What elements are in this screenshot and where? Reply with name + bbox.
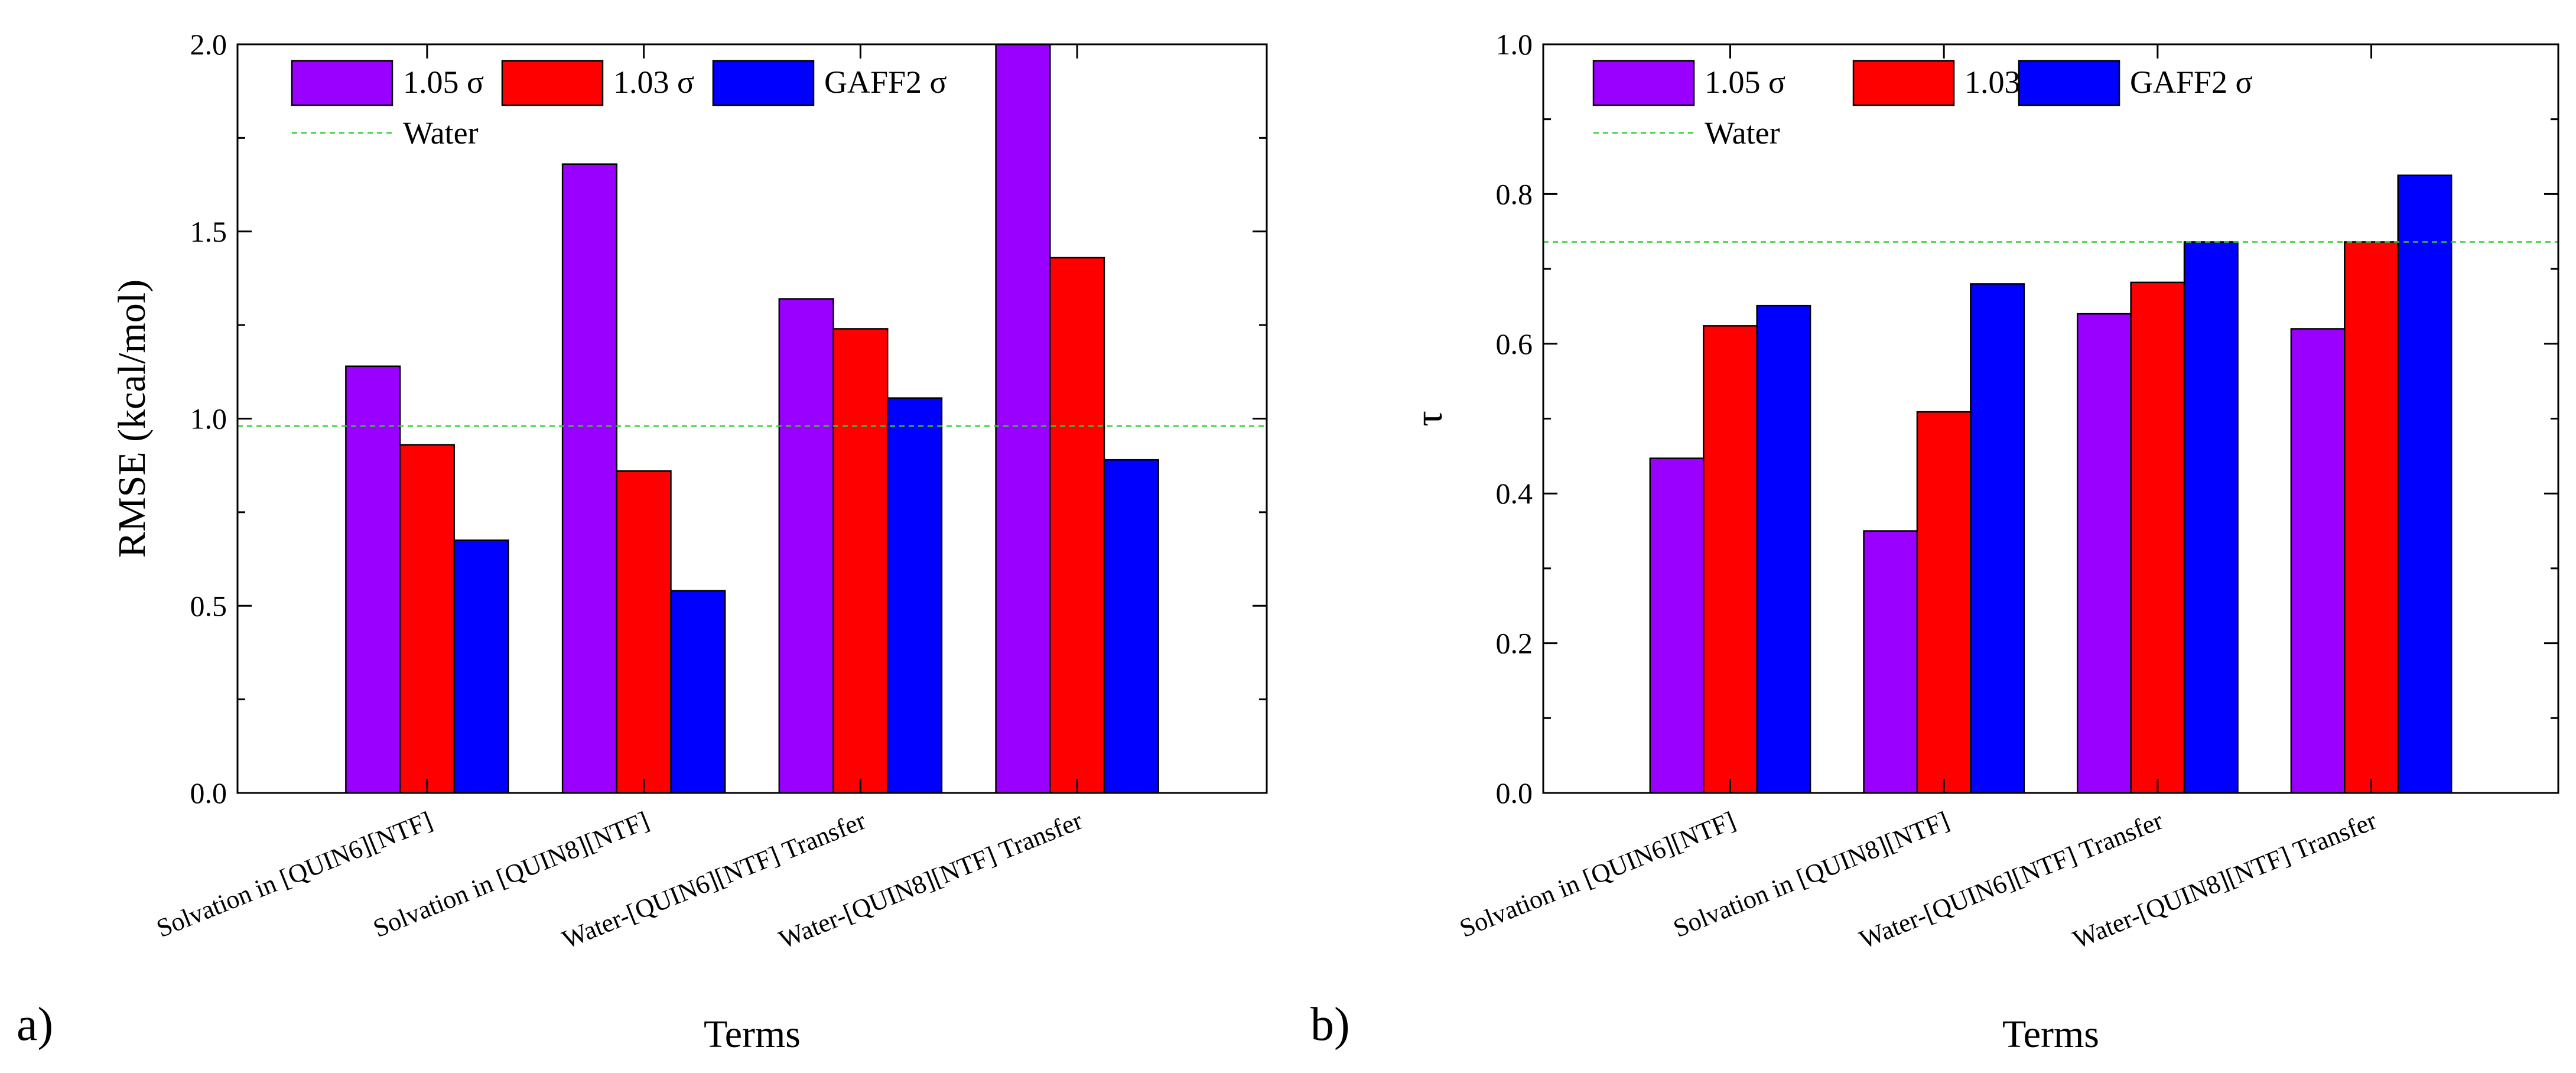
bar: [778, 298, 834, 794]
y-tick-label: 0.5: [190, 589, 227, 622]
bar: [670, 590, 726, 794]
bar: [453, 539, 509, 794]
panel-label: b): [1310, 999, 1350, 1051]
y-tick-label: 0.8: [1496, 177, 1533, 210]
y-tick-label: 2.0: [190, 28, 227, 61]
bar: [2344, 241, 2399, 794]
bar: [1703, 325, 1758, 794]
bar: [995, 43, 1051, 794]
y-tick-label: 0.0: [1496, 776, 1533, 809]
bar: [2183, 241, 2239, 794]
bar: [1863, 530, 1918, 794]
legend-swatch: [1592, 60, 1695, 106]
legend-swatch: [1852, 60, 1955, 106]
y-tick-label: 0.6: [1496, 327, 1533, 360]
y-tick-label: 1.0: [190, 402, 227, 435]
legend: 1.05 σ 1.03 σ GAFF2 σ Water: [291, 60, 947, 151]
y-axis-title: τ: [1407, 411, 1450, 427]
legend-label: 1.05 σ: [1705, 64, 1785, 100]
bar: [886, 397, 943, 794]
bar: [2290, 328, 2346, 794]
legend-swatch: [2018, 60, 2120, 106]
legend-label: Water: [1705, 115, 1780, 151]
legend-swatch: [291, 60, 393, 106]
y-tick-label: 1.5: [190, 215, 227, 248]
bar: [1970, 283, 2025, 794]
legend-label: GAFF2 σ: [824, 64, 947, 100]
bar: [2397, 174, 2453, 794]
y-axis-title: RMSE (kcal/mol): [110, 279, 154, 558]
bar: [561, 163, 618, 794]
x-axis-title: Terms: [704, 1013, 801, 1056]
legend-swatch: [712, 60, 815, 106]
y-tick-label: 0.2: [1496, 627, 1533, 660]
legend-swatch: [501, 60, 604, 106]
bar: [1756, 304, 1811, 794]
bar: [1916, 411, 1972, 794]
legend-label: 1.03 σ: [613, 64, 694, 100]
y-tick-label: 0.0: [190, 776, 227, 809]
legend-label: GAFF2 σ: [2130, 64, 2253, 100]
bar: [1103, 459, 1159, 794]
bar: [1049, 256, 1105, 794]
bar: [832, 328, 889, 794]
bar: [399, 444, 455, 794]
bar: [2076, 313, 2132, 794]
bar: [616, 470, 672, 794]
panel-label: a): [17, 999, 53, 1051]
legend-label: 1.05 σ: [403, 64, 484, 100]
y-tick-label: 1.0: [1496, 28, 1533, 61]
bar: [1649, 457, 1705, 794]
x-axis-title: Terms: [2002, 1013, 2099, 1056]
bar: [2130, 281, 2185, 794]
legend-label: Water: [403, 115, 479, 151]
y-tick-label: 0.4: [1496, 477, 1533, 510]
bar: [345, 365, 401, 794]
